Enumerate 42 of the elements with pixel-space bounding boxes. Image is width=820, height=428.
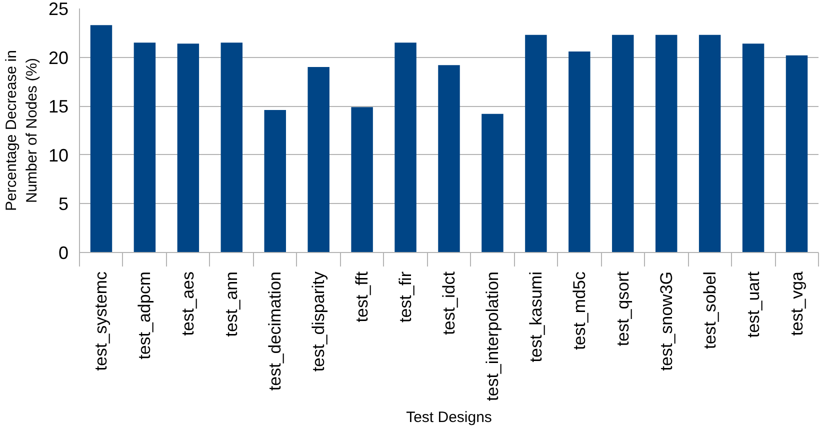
bar xyxy=(177,44,200,252)
bar xyxy=(742,44,764,252)
y-tick-label: 25 xyxy=(48,0,69,19)
x-tick-label: test_fir xyxy=(396,271,416,323)
bar xyxy=(568,51,590,252)
y-tick-label: 10 xyxy=(48,145,69,166)
bar xyxy=(786,55,808,252)
x-tick-label: test_qsort xyxy=(613,271,632,346)
bar xyxy=(264,110,286,252)
y-axis-title: Percentage Decrease in Number of Nodes (%) xyxy=(3,50,40,211)
x-tick-label: test_aes xyxy=(178,272,198,336)
bar xyxy=(438,65,460,252)
y-tick-label: 0 xyxy=(58,243,69,263)
x-axis-title: Test Designs xyxy=(406,408,492,426)
bar xyxy=(351,107,373,252)
y-tick-label: 20 xyxy=(48,48,69,68)
x-tick-label: test_uart xyxy=(744,271,763,338)
bar xyxy=(655,34,678,252)
y-tick-label: 5 xyxy=(58,194,69,214)
x-tick-label: test_systemc xyxy=(92,271,111,371)
bar xyxy=(134,42,156,252)
x-tick-label: test_decimation xyxy=(266,271,285,391)
x-tick-label: test_disparity xyxy=(309,271,328,372)
x-tick-label: test_fft xyxy=(352,271,372,322)
bar xyxy=(525,34,547,252)
bar xyxy=(220,42,243,252)
x-tick-label: test_snow3G xyxy=(656,271,676,371)
x-tick-label: test_sobel xyxy=(700,271,720,349)
x-tick-label: test_ann xyxy=(222,271,242,337)
bar xyxy=(90,25,112,252)
x-tick-label: test_kasumi xyxy=(526,272,546,362)
bar xyxy=(698,34,721,252)
x-tick-label: test_md5c xyxy=(570,271,589,350)
x-tick-label: test_interpolation xyxy=(482,271,502,401)
x-tick-label: test_vga xyxy=(787,270,806,336)
y-tick-label: 15 xyxy=(48,96,69,117)
x-tick-label: test_idct xyxy=(440,271,458,335)
x-tick-label: test_adpcm xyxy=(135,271,154,360)
bar xyxy=(612,34,634,252)
bar xyxy=(482,114,504,252)
bar xyxy=(394,42,416,252)
bar xyxy=(308,67,330,252)
